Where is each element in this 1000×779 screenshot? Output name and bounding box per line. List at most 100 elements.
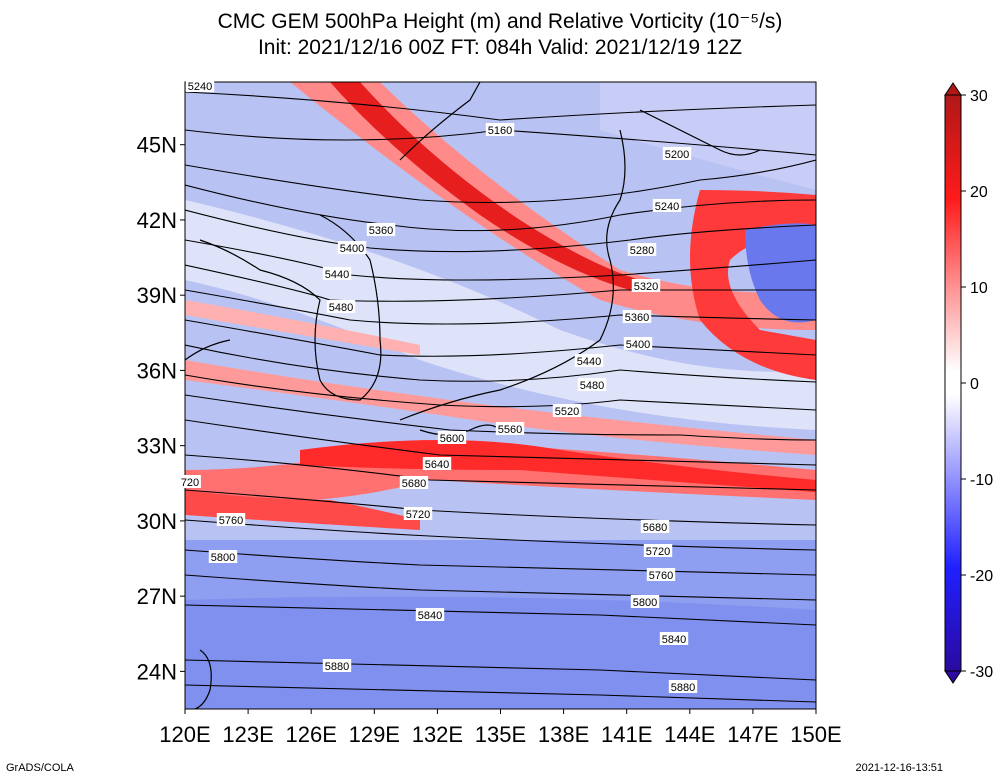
contour-label-bg bbox=[668, 680, 698, 693]
contour-label-bg bbox=[179, 475, 201, 488]
contour-label-text: 5800 bbox=[211, 552, 235, 564]
contour-label-text: 5240 bbox=[655, 201, 679, 213]
contour-label: 5720 bbox=[403, 507, 433, 521]
contour-label-text: 5280 bbox=[630, 245, 654, 257]
x-tick-label: 132E bbox=[412, 722, 463, 747]
colorbar-tick-label: 30 bbox=[970, 88, 988, 105]
contour-label-bg bbox=[437, 431, 467, 444]
contour-label: 5680 bbox=[640, 520, 670, 534]
contour-label-bg bbox=[623, 337, 653, 350]
contour-label-text: 5320 bbox=[634, 281, 658, 293]
contour-label-bg bbox=[326, 300, 356, 313]
contour-label-text: 5240 bbox=[188, 81, 212, 93]
contour-label-bg bbox=[495, 422, 525, 435]
contour-label: 5480 bbox=[577, 378, 607, 392]
contour-label-bg bbox=[630, 595, 660, 608]
contour-label-text: 5600 bbox=[440, 433, 464, 445]
colorbar-tick-label: 10 bbox=[970, 280, 988, 297]
contour-label-bg bbox=[622, 310, 652, 323]
contour-label-text: 5720 bbox=[406, 509, 430, 521]
contour-label-text: 5360 bbox=[369, 225, 393, 237]
contour-label: 5520 bbox=[552, 404, 582, 418]
x-tick-label: 150E bbox=[790, 722, 841, 747]
contour-label: 5360 bbox=[366, 223, 396, 237]
footer-right: 2021-12-16-13:51 bbox=[855, 762, 943, 774]
contour-label-bg bbox=[403, 507, 433, 520]
contour-label: 5320 bbox=[631, 279, 661, 293]
chart-title: CMC GEM 500hPa Height (m) and Relative V… bbox=[217, 10, 783, 33]
contour-label-bg bbox=[208, 550, 238, 563]
contour-label: 5640 bbox=[422, 457, 452, 471]
contour-label-text: 5440 bbox=[325, 269, 349, 281]
contour-label-bg bbox=[627, 243, 657, 256]
contour-label: 5400 bbox=[337, 241, 367, 255]
contour-label-bg bbox=[640, 520, 670, 533]
colorbar: 30 20 10 0 -10 -20 -30 bbox=[944, 82, 993, 684]
x-axis: 120E 123E 126E 129E 132E 135E 138E 141E 144E 147E… bbox=[159, 709, 842, 747]
contour-label-text: 5840 bbox=[662, 634, 686, 646]
coastlines bbox=[185, 82, 761, 709]
contour-label: 5600 bbox=[437, 431, 467, 445]
contour-label-bg bbox=[662, 147, 692, 160]
x-tick-label: 123E bbox=[222, 722, 273, 747]
x-tick-label: 141E bbox=[601, 722, 652, 747]
contour-label: 720 bbox=[179, 475, 201, 489]
contour-label: 5880 bbox=[668, 680, 698, 694]
contour-label-text: 5360 bbox=[625, 312, 649, 324]
contour-label-text: 5760 bbox=[649, 570, 673, 582]
chart-subtitle: Init: 2021/12/16 00Z FT: 084h Valid: 202… bbox=[257, 36, 743, 59]
contour-label-bg bbox=[574, 354, 604, 367]
vorticity-field bbox=[185, 82, 816, 709]
x-tick-label: 144E bbox=[664, 722, 715, 747]
contour-label-bg bbox=[485, 123, 515, 136]
contour-label-text: 5200 bbox=[665, 149, 689, 161]
x-tick-label: 126E bbox=[286, 722, 337, 747]
contour-label-bg bbox=[552, 404, 582, 417]
contour-label: 5800 bbox=[208, 550, 238, 564]
contour-label: 5240 bbox=[185, 79, 215, 93]
contour-label-bg bbox=[185, 79, 215, 92]
contour-label: 5720 bbox=[643, 544, 673, 558]
contour-label: 5800 bbox=[630, 595, 660, 609]
contour-label: 5400 bbox=[623, 337, 653, 351]
contour-label-text: 5680 bbox=[402, 478, 426, 490]
y-tick-label: 39N bbox=[137, 283, 177, 308]
contour-label-text: 5880 bbox=[671, 682, 695, 694]
x-tick-label: 129E bbox=[349, 722, 400, 747]
contour-label-text: 5400 bbox=[626, 339, 650, 351]
y-tick-label: 45N bbox=[137, 133, 177, 158]
y-tick-label: 33N bbox=[137, 434, 177, 459]
footer-left: GrADS/COLA bbox=[6, 762, 74, 774]
y-tick-label: 24N bbox=[137, 659, 177, 684]
contour-label-text: 5720 bbox=[646, 546, 670, 558]
contour-label: 5880 bbox=[322, 659, 352, 673]
contour-label-text: 720 bbox=[181, 477, 199, 489]
colorbar-tick-label: -20 bbox=[970, 568, 993, 585]
contour-label-text: 5800 bbox=[633, 597, 657, 609]
x-tick-label: 135E bbox=[475, 722, 526, 747]
contour-label: 5560 bbox=[495, 422, 525, 436]
contour-label-text: 5680 bbox=[643, 522, 667, 534]
x-tick-label: 147E bbox=[727, 722, 778, 747]
contour-label-bg bbox=[366, 223, 396, 236]
contour-label-bg bbox=[216, 513, 246, 526]
contour-label-text: 5880 bbox=[325, 661, 349, 673]
contour-label: 5840 bbox=[659, 632, 689, 646]
contour-label: 5240 bbox=[652, 199, 682, 213]
contour-label-bg bbox=[422, 457, 452, 470]
colorbar-tick-label: -30 bbox=[970, 664, 993, 681]
contour-label-bg bbox=[322, 267, 352, 280]
contour-label-bg bbox=[631, 279, 661, 292]
colorbar-tick-label: 20 bbox=[970, 184, 988, 201]
y-axis: 45N 42N 39N 36N 33N 30N 27N 24N bbox=[137, 133, 185, 684]
contour-label-text: 5400 bbox=[340, 243, 364, 255]
contour-label-bg bbox=[659, 632, 689, 645]
y-tick-label: 36N bbox=[137, 358, 177, 383]
contour-label-bg bbox=[322, 659, 352, 672]
contour-label-text: 5480 bbox=[580, 380, 604, 392]
contour-label-text: 5520 bbox=[555, 406, 579, 418]
contour-label: 5680 bbox=[399, 476, 429, 490]
contour-label-text: 5640 bbox=[425, 459, 449, 471]
colorbar-tick-label: -10 bbox=[970, 472, 993, 489]
